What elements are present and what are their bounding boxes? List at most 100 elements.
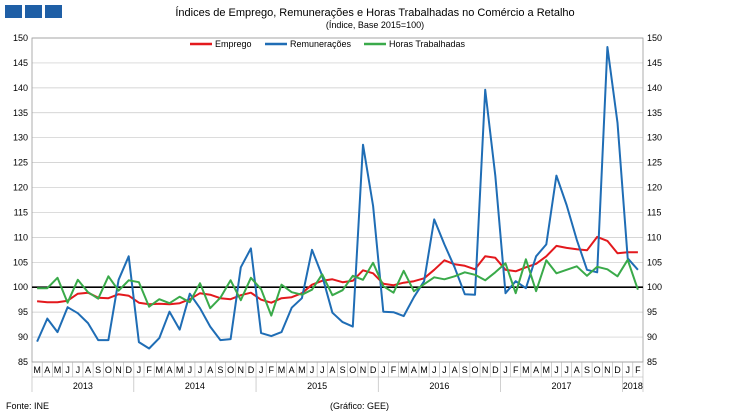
y-tick-label-right: 125 bbox=[647, 158, 662, 168]
x-tick-label-month: J bbox=[259, 365, 264, 375]
x-tick-label-month: S bbox=[95, 365, 101, 375]
y-tick-label-left: 100 bbox=[13, 282, 28, 292]
x-tick-label-month: N bbox=[604, 365, 611, 375]
chart-title: Índices de Emprego, Remunerações e Horas… bbox=[175, 7, 575, 19]
y-tick-label-right: 95 bbox=[647, 307, 657, 317]
x-tick-label-month: J bbox=[65, 365, 70, 375]
x-tick-label-month: A bbox=[166, 365, 172, 375]
x-tick-label-month: O bbox=[349, 365, 356, 375]
y-tick-label-right: 120 bbox=[647, 183, 662, 193]
x-tick-label-month: M bbox=[400, 365, 408, 375]
source-note: Fonte: INE bbox=[6, 401, 50, 411]
x-tick-label-month: N bbox=[360, 365, 367, 375]
y-tick-label-left: 85 bbox=[18, 357, 28, 367]
x-tick-label-month: S bbox=[584, 365, 590, 375]
y-tick-label-right: 90 bbox=[647, 332, 657, 342]
series-line-emprego bbox=[37, 235, 638, 306]
x-tick-label-month: M bbox=[420, 365, 428, 375]
x-tick-label-month: J bbox=[381, 365, 386, 375]
x-tick-label-year: 2014 bbox=[185, 381, 205, 391]
x-tick-label-month: M bbox=[156, 365, 164, 375]
y-tick-label-left: 150 bbox=[13, 33, 28, 43]
x-tick-label-month: F bbox=[635, 365, 641, 375]
y-tick-label-right: 115 bbox=[647, 207, 661, 217]
y-tick-label-right: 150 bbox=[647, 33, 662, 43]
x-tick-label-month: M bbox=[278, 365, 286, 375]
x-tick-label-month: J bbox=[564, 365, 569, 375]
x-tick-label-month: J bbox=[554, 365, 559, 375]
y-tick-label-left: 125 bbox=[13, 158, 28, 168]
y-tick-label-right: 110 bbox=[647, 232, 661, 242]
x-tick-label-month: J bbox=[310, 365, 315, 375]
x-tick-label-month: F bbox=[269, 365, 275, 375]
x-tick-label-month: O bbox=[594, 365, 601, 375]
x-tick-label-month: D bbox=[370, 365, 377, 375]
brand-block-1 bbox=[5, 5, 22, 18]
x-tick-label-month: N bbox=[115, 365, 122, 375]
x-tick-label-year: 2017 bbox=[552, 381, 572, 391]
plot-frame bbox=[31, 37, 644, 363]
y-tick-label-left: 145 bbox=[13, 58, 28, 68]
y-tick-label-right: 85 bbox=[647, 357, 657, 367]
x-tick-label-year: 2016 bbox=[429, 381, 449, 391]
y-tick-label-right: 140 bbox=[647, 83, 662, 93]
y-tick-label-right: 100 bbox=[647, 282, 662, 292]
legend-label: Horas Trabalhadas bbox=[389, 39, 466, 49]
y-tick-label-left: 105 bbox=[13, 257, 28, 267]
x-tick-label-month: A bbox=[533, 365, 539, 375]
x-tick-label-month: A bbox=[85, 365, 91, 375]
x-tick-label-month: M bbox=[54, 365, 62, 375]
x-tick-label-month: S bbox=[340, 365, 346, 375]
x-tick-label-year: 2015 bbox=[307, 381, 327, 391]
x-tick-label-month: A bbox=[289, 365, 295, 375]
x-tick-label-month: F bbox=[513, 365, 519, 375]
y-tick-label-left: 120 bbox=[13, 183, 28, 193]
x-tick-label-month: D bbox=[614, 365, 621, 375]
x-tick-label-month: M bbox=[33, 365, 41, 375]
x-tick-label-month: A bbox=[574, 365, 580, 375]
x-tick-label-month: J bbox=[625, 365, 630, 375]
y-tick-label-left: 130 bbox=[13, 133, 28, 143]
x-tick-label-month: J bbox=[198, 365, 203, 375]
y-tick-label-right: 105 bbox=[647, 257, 662, 267]
brand-block-3 bbox=[45, 5, 62, 18]
x-tick-label-month: J bbox=[188, 365, 193, 375]
legend-label: Remunerações bbox=[290, 39, 352, 49]
x-tick-label-month: N bbox=[482, 365, 489, 375]
x-tick-label-month: N bbox=[238, 365, 245, 375]
x-tick-label-month: O bbox=[227, 365, 234, 375]
x-tick-label-month: A bbox=[207, 365, 213, 375]
x-tick-label-month: M bbox=[543, 365, 551, 375]
x-tick-label-month: J bbox=[503, 365, 508, 375]
x-tick-label-month: A bbox=[44, 365, 50, 375]
y-tick-label-left: 90 bbox=[18, 332, 28, 342]
x-tick-label-month: O bbox=[471, 365, 478, 375]
y-tick-label-left: 135 bbox=[13, 108, 28, 118]
x-tick-label-month: J bbox=[76, 365, 81, 375]
y-tick-label-left: 140 bbox=[13, 83, 28, 93]
x-tick-label-month: F bbox=[146, 365, 152, 375]
x-tick-label-month: M bbox=[522, 365, 530, 375]
x-tick-label-month: M bbox=[176, 365, 184, 375]
y-tick-label-right: 145 bbox=[647, 58, 662, 68]
x-tick-label-month: D bbox=[248, 365, 255, 375]
x-tick-label-month: D bbox=[125, 365, 132, 375]
x-tick-label-year: 2013 bbox=[73, 381, 93, 391]
x-tick-label-month: D bbox=[492, 365, 499, 375]
x-tick-label-month: A bbox=[411, 365, 417, 375]
x-tick-label-month: S bbox=[217, 365, 223, 375]
x-tick-label-month: O bbox=[105, 365, 112, 375]
x-tick-label-month: A bbox=[329, 365, 335, 375]
x-tick-label-month: J bbox=[432, 365, 437, 375]
chart-subtitle: (Índice, Base 2015=100) bbox=[325, 20, 425, 30]
series-line-remunera-es bbox=[36, 46, 639, 350]
x-tick-label-month: S bbox=[462, 365, 468, 375]
x-tick-label-month: F bbox=[391, 365, 397, 375]
x-tick-label-month: J bbox=[320, 365, 325, 375]
x-tick-label-month: M bbox=[298, 365, 306, 375]
series-line-horas-trabalhadas bbox=[37, 258, 639, 317]
y-tick-label-left: 95 bbox=[18, 307, 28, 317]
brand-block-2 bbox=[25, 5, 42, 18]
x-tick-label-month: A bbox=[452, 365, 458, 375]
